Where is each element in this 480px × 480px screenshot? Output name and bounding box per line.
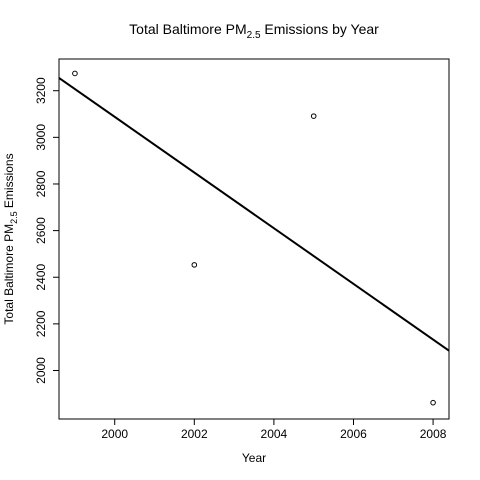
chart-title: Total Baltimore PM2.5 Emissions by Year	[129, 21, 379, 41]
x-axis-label: Year	[242, 451, 266, 465]
y-axis: 2000 2200 2400 2600 2800 3000 3200	[34, 77, 59, 384]
x-tick-label: 2000	[101, 427, 128, 441]
data-point	[191, 262, 198, 268]
x-tick-label: 2006	[340, 427, 367, 441]
x-tick-label: 2002	[181, 427, 208, 441]
regression-line	[58, 77, 450, 352]
plot-frame	[58, 58, 450, 420]
y-tick-label: 2400	[34, 264, 48, 291]
y-tick-label: 2000	[34, 357, 48, 384]
data-point	[72, 70, 78, 77]
x-axis: 2000 2002 2004 2006 2008	[101, 419, 447, 441]
regression-line-group	[58, 77, 450, 352]
y-tick-label: 2800	[34, 170, 48, 197]
data-point	[430, 399, 436, 406]
x-tick-label: 2008	[420, 427, 447, 441]
y-tick-label: 3000	[34, 124, 48, 151]
y-tick-label: 2600	[34, 217, 48, 244]
y-tick-label: 2200	[34, 310, 48, 337]
data-points	[72, 70, 436, 406]
data-point	[310, 113, 317, 119]
y-axis-label: Total Baltimore PM2.5 Emissions	[2, 153, 19, 324]
x-tick-label: 2004	[261, 427, 288, 441]
y-tick-label: 3200	[34, 77, 48, 104]
